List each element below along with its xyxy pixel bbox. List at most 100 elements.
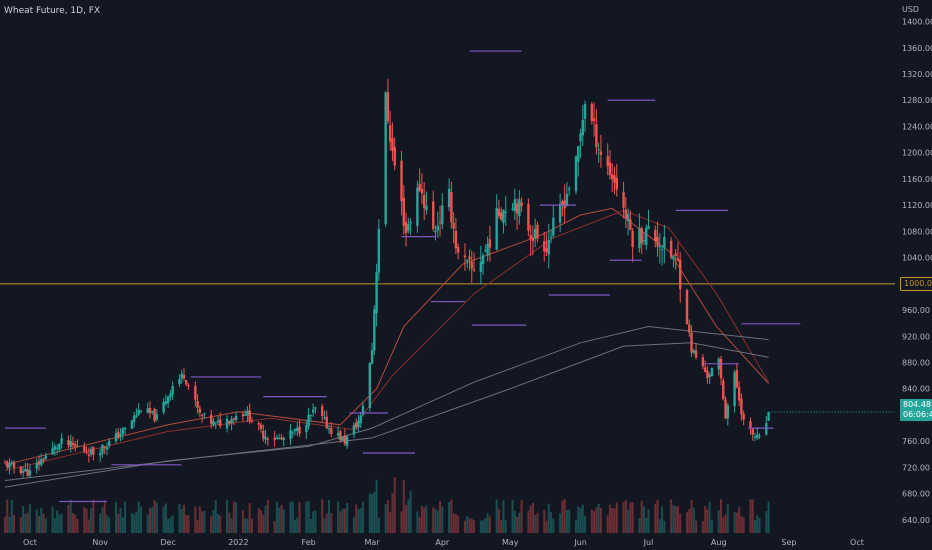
volume-bar — [352, 517, 355, 533]
candle-body — [330, 427, 333, 434]
volume-bar — [117, 514, 120, 533]
volume-bar — [717, 510, 720, 533]
volume-bar — [330, 513, 333, 533]
y-tick-label: 640.00 — [902, 516, 930, 525]
candle-body — [130, 420, 134, 429]
candle-body — [545, 248, 548, 253]
candle-body — [132, 415, 136, 422]
candle-body — [298, 426, 301, 434]
volume-bar — [611, 507, 614, 533]
volume-bar — [169, 517, 172, 533]
x-tick-label: Oct — [850, 538, 864, 547]
y-tick-label: 840.00 — [902, 385, 930, 394]
candle-body — [688, 324, 691, 333]
candle-body — [53, 446, 57, 450]
volume-bar — [4, 516, 6, 533]
candle-body — [98, 452, 102, 456]
volume-bar — [708, 501, 711, 533]
volume-bar — [87, 519, 90, 533]
volume-bar — [13, 514, 16, 533]
candle-body — [658, 246, 662, 248]
volume-bar — [738, 507, 741, 533]
candle-body — [198, 408, 202, 413]
candle-body — [690, 332, 693, 353]
volume-bar — [371, 494, 374, 533]
volume-bar — [99, 513, 102, 533]
volume-bar — [151, 507, 154, 533]
volume-bar — [393, 476, 396, 533]
candle-body — [203, 413, 206, 415]
candle-body — [169, 393, 172, 398]
volume-bar — [654, 503, 657, 533]
candle-body — [180, 373, 183, 379]
candle-body — [10, 462, 13, 464]
candle-body — [21, 470, 25, 473]
volume-bar — [185, 514, 188, 533]
volume-bar — [448, 502, 451, 533]
candle-body — [246, 410, 249, 416]
volume-bar — [765, 510, 768, 533]
bar-countdown: 06:06:42 — [903, 410, 932, 419]
volume-bar — [726, 504, 729, 533]
volume-bar — [452, 513, 455, 533]
volume-bar — [248, 503, 251, 533]
candle-body — [583, 104, 587, 119]
candle-body — [273, 437, 276, 440]
horizontal-level-tag: 1000.00 — [900, 277, 932, 291]
candle-body — [135, 415, 138, 417]
volume-bar — [543, 510, 546, 533]
y-tick-label: 880.00 — [902, 359, 930, 368]
volume-bar — [479, 520, 482, 533]
candle-body — [676, 258, 680, 261]
candle-body — [606, 156, 609, 167]
candle-body — [139, 411, 143, 413]
candle-body — [327, 428, 331, 430]
candle-body — [543, 241, 546, 252]
candle-body — [726, 405, 729, 419]
volume-bar — [373, 491, 376, 533]
volume-bar — [264, 505, 267, 533]
candle-body — [756, 434, 759, 439]
candle-body — [472, 269, 476, 271]
volume-bar — [642, 506, 645, 533]
candle-body — [264, 437, 267, 440]
volume-bar — [488, 516, 491, 533]
volume-bar — [756, 515, 759, 533]
candle-body — [164, 401, 168, 404]
candle-body — [262, 430, 265, 439]
volume-bar — [656, 499, 659, 533]
candle-body — [200, 414, 204, 416]
candle-body — [123, 427, 127, 430]
volume-bar — [194, 506, 197, 533]
volume-bar — [309, 518, 312, 533]
volume-bar — [262, 515, 265, 533]
candle-body — [685, 290, 689, 325]
volume-bar — [101, 507, 104, 533]
volume-bar — [692, 507, 695, 533]
candle-body — [432, 201, 435, 230]
volume-bar — [534, 515, 537, 533]
volume-bar — [581, 504, 584, 533]
moving-average-line — [4, 342, 769, 481]
candle-body — [422, 195, 426, 208]
y-tick-label: 1040.00 — [902, 254, 932, 263]
candle-body — [71, 442, 75, 446]
candle-body — [162, 402, 165, 413]
candle-body — [733, 372, 736, 407]
candle-body — [740, 398, 743, 415]
volume-bar — [670, 499, 673, 533]
candle-body — [336, 433, 340, 436]
volume-bar — [291, 501, 294, 533]
volume-bar — [203, 510, 206, 533]
candle-body — [719, 358, 723, 379]
volume-bar — [735, 512, 738, 533]
volume-bar — [115, 501, 118, 533]
candle-body — [196, 401, 199, 408]
candle-body — [26, 469, 29, 476]
candle-body — [12, 461, 16, 468]
volume-bar — [44, 518, 47, 533]
y-tick-label: 680.00 — [902, 490, 930, 499]
volume-bar — [552, 518, 555, 533]
